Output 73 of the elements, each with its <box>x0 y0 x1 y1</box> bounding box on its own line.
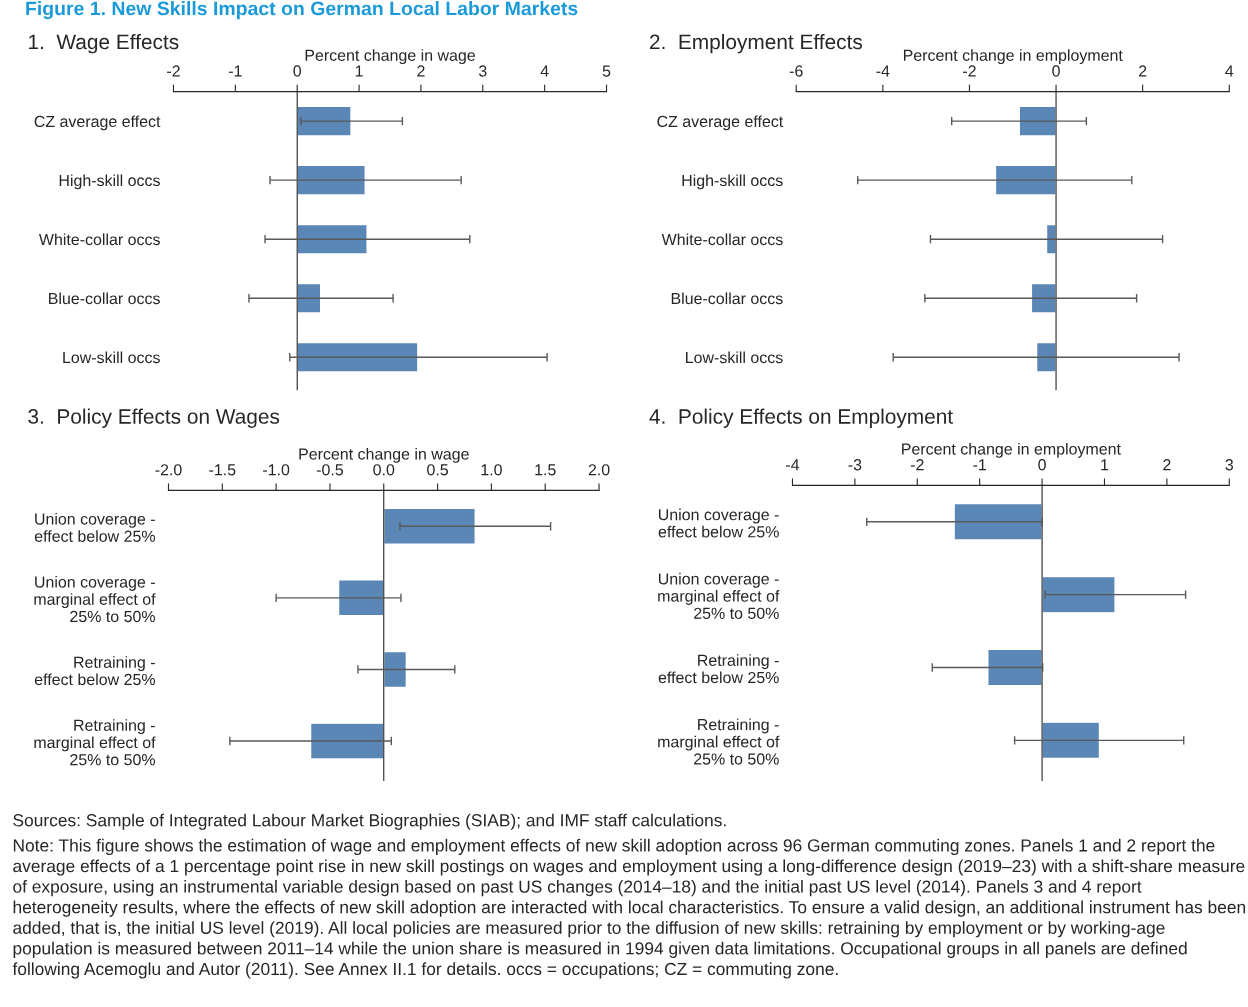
x-tick-label: -1.5 <box>209 464 236 476</box>
x-tick-label: 4 <box>1225 65 1234 77</box>
x-tick-label: -4 <box>786 459 800 471</box>
x-tick-label: 0.0 <box>373 464 395 476</box>
y-tick-label: Retraining - marginal effect of 25% to 50% <box>34 719 156 766</box>
x-axis-title: Percent change in wage <box>299 447 469 463</box>
x-tick-label: 1 <box>1101 459 1109 471</box>
bar <box>296 164 366 196</box>
chart-title: 1. Wage Effects <box>29 33 179 54</box>
bar <box>296 341 419 373</box>
bar <box>953 502 1043 541</box>
bar <box>1041 575 1116 614</box>
x-tick-label: 1.5 <box>535 464 556 476</box>
x-tick-label: 3 <box>478 65 487 77</box>
caption: Figure 1. New Skills Impact on German Local Labor Markets <box>26 1 578 20</box>
x-tick-label: 3 <box>1225 459 1234 471</box>
x-tick-label: -6 <box>789 65 803 77</box>
x-tick-label: -1 <box>228 65 242 77</box>
y-tick-label: CZ average effect <box>657 115 784 131</box>
x-tick-label: -4 <box>876 65 890 77</box>
y-tick-label: High-skill occs <box>682 174 783 190</box>
x-axis-title: Percent change in wage <box>305 49 475 65</box>
x-tick-label: 0 <box>1052 65 1060 77</box>
x-tick-label: 2 <box>417 65 425 77</box>
x-tick-label: -2 <box>963 65 976 77</box>
x-tick-label: 2 <box>1139 65 1147 77</box>
y-tick-label: Union coverage - marginal effect of 25% to 50% <box>658 572 780 619</box>
x-tick-label: 5 <box>602 65 611 77</box>
x-tick-label: 1.0 <box>481 464 502 476</box>
y-tick-label: Retraining - marginal effect of 25% to 50% <box>658 718 780 765</box>
y-tick-label: Low-skill occs <box>63 351 160 364</box>
y-tick-label: Union coverage - effect below 25% <box>34 512 155 542</box>
bar <box>337 579 385 617</box>
bar <box>296 105 352 137</box>
bar <box>296 223 368 255</box>
bar <box>383 507 476 545</box>
y-tick-label: Union coverage - effect below 25% <box>658 508 779 538</box>
bar <box>309 722 385 760</box>
x-tick-label: -0.5 <box>316 464 344 476</box>
x-tick-label: -2.0 <box>155 464 182 476</box>
x-tick-label: 0 <box>1038 459 1046 471</box>
x-axis-title: Percent change in employment <box>902 442 1121 458</box>
source-note: Sources: Sample of Integrated Labour Market Biographies (SIAB); and IMF staff calculations. <box>13 813 726 830</box>
x-tick-label: -1.0 <box>263 464 290 476</box>
y-tick-label: Union coverage - marginal effect of 25% to 50% <box>34 575 156 623</box>
y-tick-label: White-collar occs <box>38 233 160 246</box>
y-tick-label: Retraining - effect below 25% <box>658 654 779 684</box>
chart-title: 3. Policy Effects on Wages <box>28 408 280 428</box>
x-tick-label: 0 <box>293 65 302 77</box>
bar <box>1041 721 1101 760</box>
x-tick-label: 2.0 <box>588 464 610 476</box>
y-tick-label: White-collar occs <box>661 233 783 246</box>
y-tick-label: High-skill occs <box>59 174 160 190</box>
x-tick-label: -3 <box>848 459 862 471</box>
x-tick-label: -1 <box>973 459 986 471</box>
x-tick-label: 0.5 <box>427 464 449 476</box>
x-tick-label: -2 <box>910 459 924 471</box>
x-tick-label: 4 <box>540 65 549 77</box>
chart-title: 2. Employment Effects <box>650 33 863 54</box>
bar <box>296 282 322 314</box>
text: Note: This figure shows the estimation of wage and employment effects of new skill adoption across 96 German commuting zones. Panels 1 and 2 report the average effects of a 1 percentage point rise in new skill postings on wages and employment using a long-difference design (2019–23) with a shift-share measure of exposure, using an instrumental variable design based on past US changes (2014–18) and the initial past US level (2014). Panels 3 and 4 report heterogeneity results, where the effects of new skill adoption are interacted with local characteristics. To ensure a valid design, an additional instrument has been added, that is, the initial US level (2019). All local policies are measured prior to the diffusion of new skills: retraining by employment or by working-age population is measured between 2011–14 while the union share is measured in 1994 given data limitations. Occupational groups in all panels are defined following Acemoglu and Autor (2011). See Annex II.1 for details. occs = occupations; CZ = commuting zone. <box>12 838 1246 979</box>
x-tick-label: 1 <box>355 65 363 77</box>
y-tick-label: CZ average effect <box>34 115 161 131</box>
x-tick-label: 2 <box>1163 459 1171 471</box>
y-tick-label: Low-skill occs <box>686 351 783 364</box>
bar <box>987 648 1043 687</box>
y-tick-label: Blue-collar occs <box>49 292 160 305</box>
y-tick-label: Blue-collar occs <box>671 292 783 305</box>
x-tick-label: -2 <box>167 65 180 77</box>
bar <box>383 650 408 689</box>
chart-title: 4. Policy Effects on Employment <box>649 408 953 428</box>
x-axis-title: Percent change in employment <box>903 49 1123 65</box>
y-tick-label: Retraining - effect below 25% <box>34 656 155 686</box>
